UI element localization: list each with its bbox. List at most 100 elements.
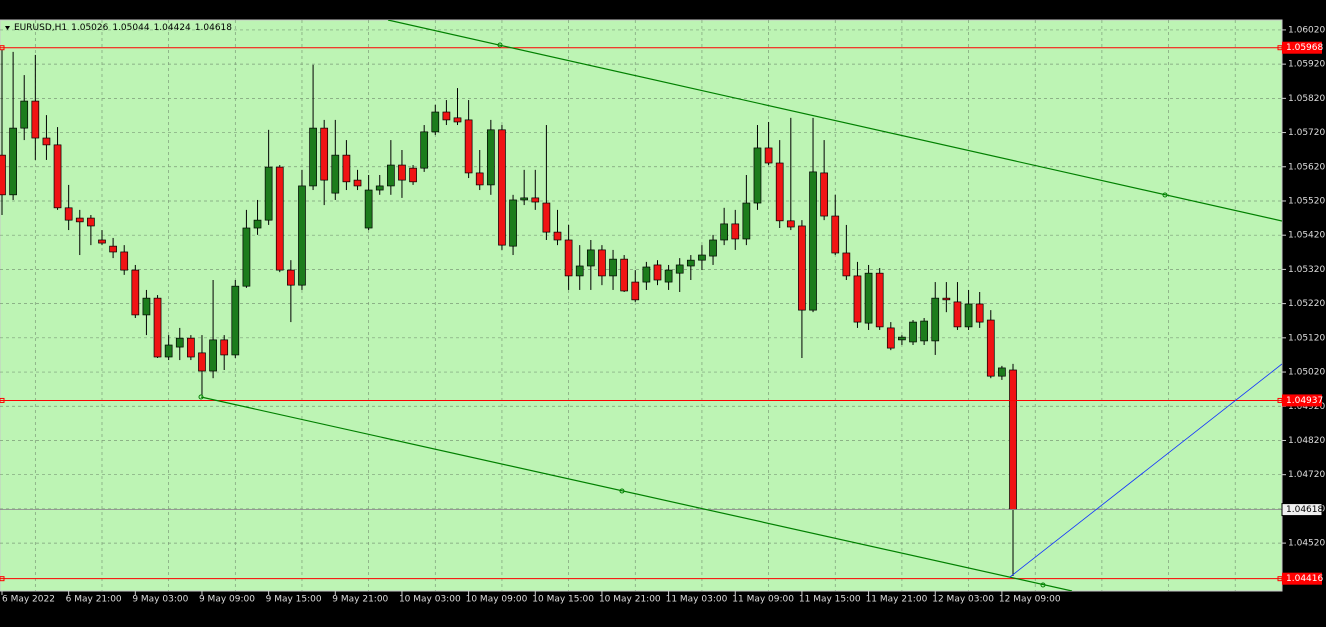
- candle-body: [42, 137, 51, 146]
- y-tick-label: 1.05120: [1288, 333, 1325, 343]
- candle-body: [631, 281, 640, 301]
- level-label-box: [1282, 394, 1322, 407]
- candle-body: [731, 223, 740, 240]
- anchor: [1040, 582, 1046, 588]
- x-tick-label: 10 May 15:00: [532, 595, 594, 605]
- x-tick-label: 11 May 09:00: [732, 595, 794, 605]
- x-tick-label: 12 May 09:00: [999, 595, 1061, 605]
- trend-line[interactable]: [387, 20, 1282, 222]
- y-tick-label: 1.04520: [1288, 539, 1325, 549]
- candle-body: [153, 297, 162, 358]
- candle-body: [564, 239, 573, 277]
- level-handle: [1277, 45, 1282, 51]
- candle-body: [720, 223, 729, 241]
- candle-body: [686, 259, 695, 267]
- candle-body: [886, 327, 895, 349]
- candle-body: [375, 185, 384, 191]
- level-handle: [0, 397, 5, 403]
- anchor: [497, 42, 503, 48]
- candle-body: [898, 336, 906, 341]
- x-tick-label: 10 May 21:00: [599, 595, 661, 605]
- candle-body: [509, 199, 517, 247]
- candle-body: [542, 202, 551, 233]
- level-label: 1.04416: [1286, 574, 1323, 584]
- candle-body: [520, 197, 529, 201]
- y-tick-label: 1.05720: [1288, 128, 1325, 138]
- candle-body: [575, 265, 584, 277]
- candle-body: [164, 344, 173, 358]
- y-tick-label: 1.05320: [1288, 265, 1325, 275]
- candle-body: [131, 269, 140, 316]
- x-tick-label: 6 May 21:00: [66, 595, 122, 605]
- y-tick-label: 1.05920: [1288, 60, 1325, 70]
- candle-body: [931, 297, 940, 342]
- candle-body: [298, 185, 306, 286]
- candle-body: [431, 111, 440, 133]
- candle-body: [775, 162, 784, 222]
- level-label: 1.04937: [1286, 396, 1323, 406]
- candle-body: [87, 217, 95, 227]
- candle-body: [175, 337, 184, 348]
- level-label-box: [1282, 41, 1322, 54]
- plot-area: [0, 19, 1283, 592]
- candle-body: [331, 154, 340, 194]
- candle-body: [0, 154, 6, 196]
- candle-body: [198, 352, 206, 372]
- candle-body: [420, 131, 429, 169]
- candle-body: [220, 339, 229, 356]
- candle-body: [698, 254, 706, 261]
- candle-body: [231, 285, 240, 356]
- last-close: 1.04618: [194, 23, 232, 33]
- candle-body: [798, 225, 806, 311]
- candle-body: [453, 117, 462, 123]
- x-tick-label: 12 May 03:00: [932, 595, 994, 605]
- x-tick-label: 11 May 21:00: [866, 595, 928, 605]
- candle-body: [831, 215, 840, 254]
- y-tick-label: 1.05420: [1288, 231, 1325, 241]
- menu-arrow[interactable]: [5, 26, 10, 30]
- trend-line[interactable]: [1009, 363, 1282, 578]
- candle-body: [387, 164, 395, 187]
- x-tick-label: 11 May 15:00: [799, 595, 861, 605]
- x-tick-label: 10 May 09:00: [466, 595, 528, 605]
- candle-body: [120, 251, 129, 271]
- candle-body: [531, 197, 540, 203]
- candle-body: [142, 297, 151, 316]
- candle-body: [942, 297, 951, 301]
- candle-body: [253, 219, 262, 229]
- candle-body: [642, 266, 651, 283]
- y-tick-label: 1.04720: [1288, 470, 1325, 480]
- candle-body: [620, 258, 629, 292]
- y-tick-label: 1.05220: [1288, 299, 1325, 309]
- trend-line[interactable]: [200, 396, 1073, 591]
- candle-body: [187, 337, 195, 358]
- y-tick-label: 1.04920: [1288, 402, 1325, 412]
- candle-body: [842, 252, 851, 277]
- candle-body: [998, 367, 1006, 377]
- candle-body: [786, 220, 795, 228]
- level-label: 1.05968: [1286, 43, 1323, 53]
- x-tick-label: 9 May 15:00: [266, 595, 322, 605]
- candle-body: [820, 172, 828, 217]
- chart-header: EURUSD,H1 1.05026 1.05044 1.04424 1.04618: [14, 23, 236, 33]
- last-open: 1.05026: [71, 23, 109, 33]
- candle-body: [31, 100, 40, 139]
- price-label-box: [1281, 503, 1323, 517]
- candle-body: [264, 166, 273, 221]
- x-tick-label: 6 May 2022: [2, 595, 55, 605]
- last-high: 1.05044: [112, 23, 150, 33]
- candle-body: [709, 239, 717, 257]
- candle-body: [609, 258, 617, 277]
- candle-body: [953, 301, 962, 328]
- level-handle: [0, 45, 5, 51]
- candle-body: [498, 129, 506, 246]
- candle-body: [442, 111, 451, 121]
- candle-body: [664, 269, 673, 283]
- candle-body: [964, 303, 973, 328]
- candle-body: [353, 179, 362, 187]
- candle-body: [64, 207, 73, 221]
- candle-body: [675, 264, 684, 274]
- candle-body: [75, 217, 84, 223]
- candle-body: [20, 100, 29, 129]
